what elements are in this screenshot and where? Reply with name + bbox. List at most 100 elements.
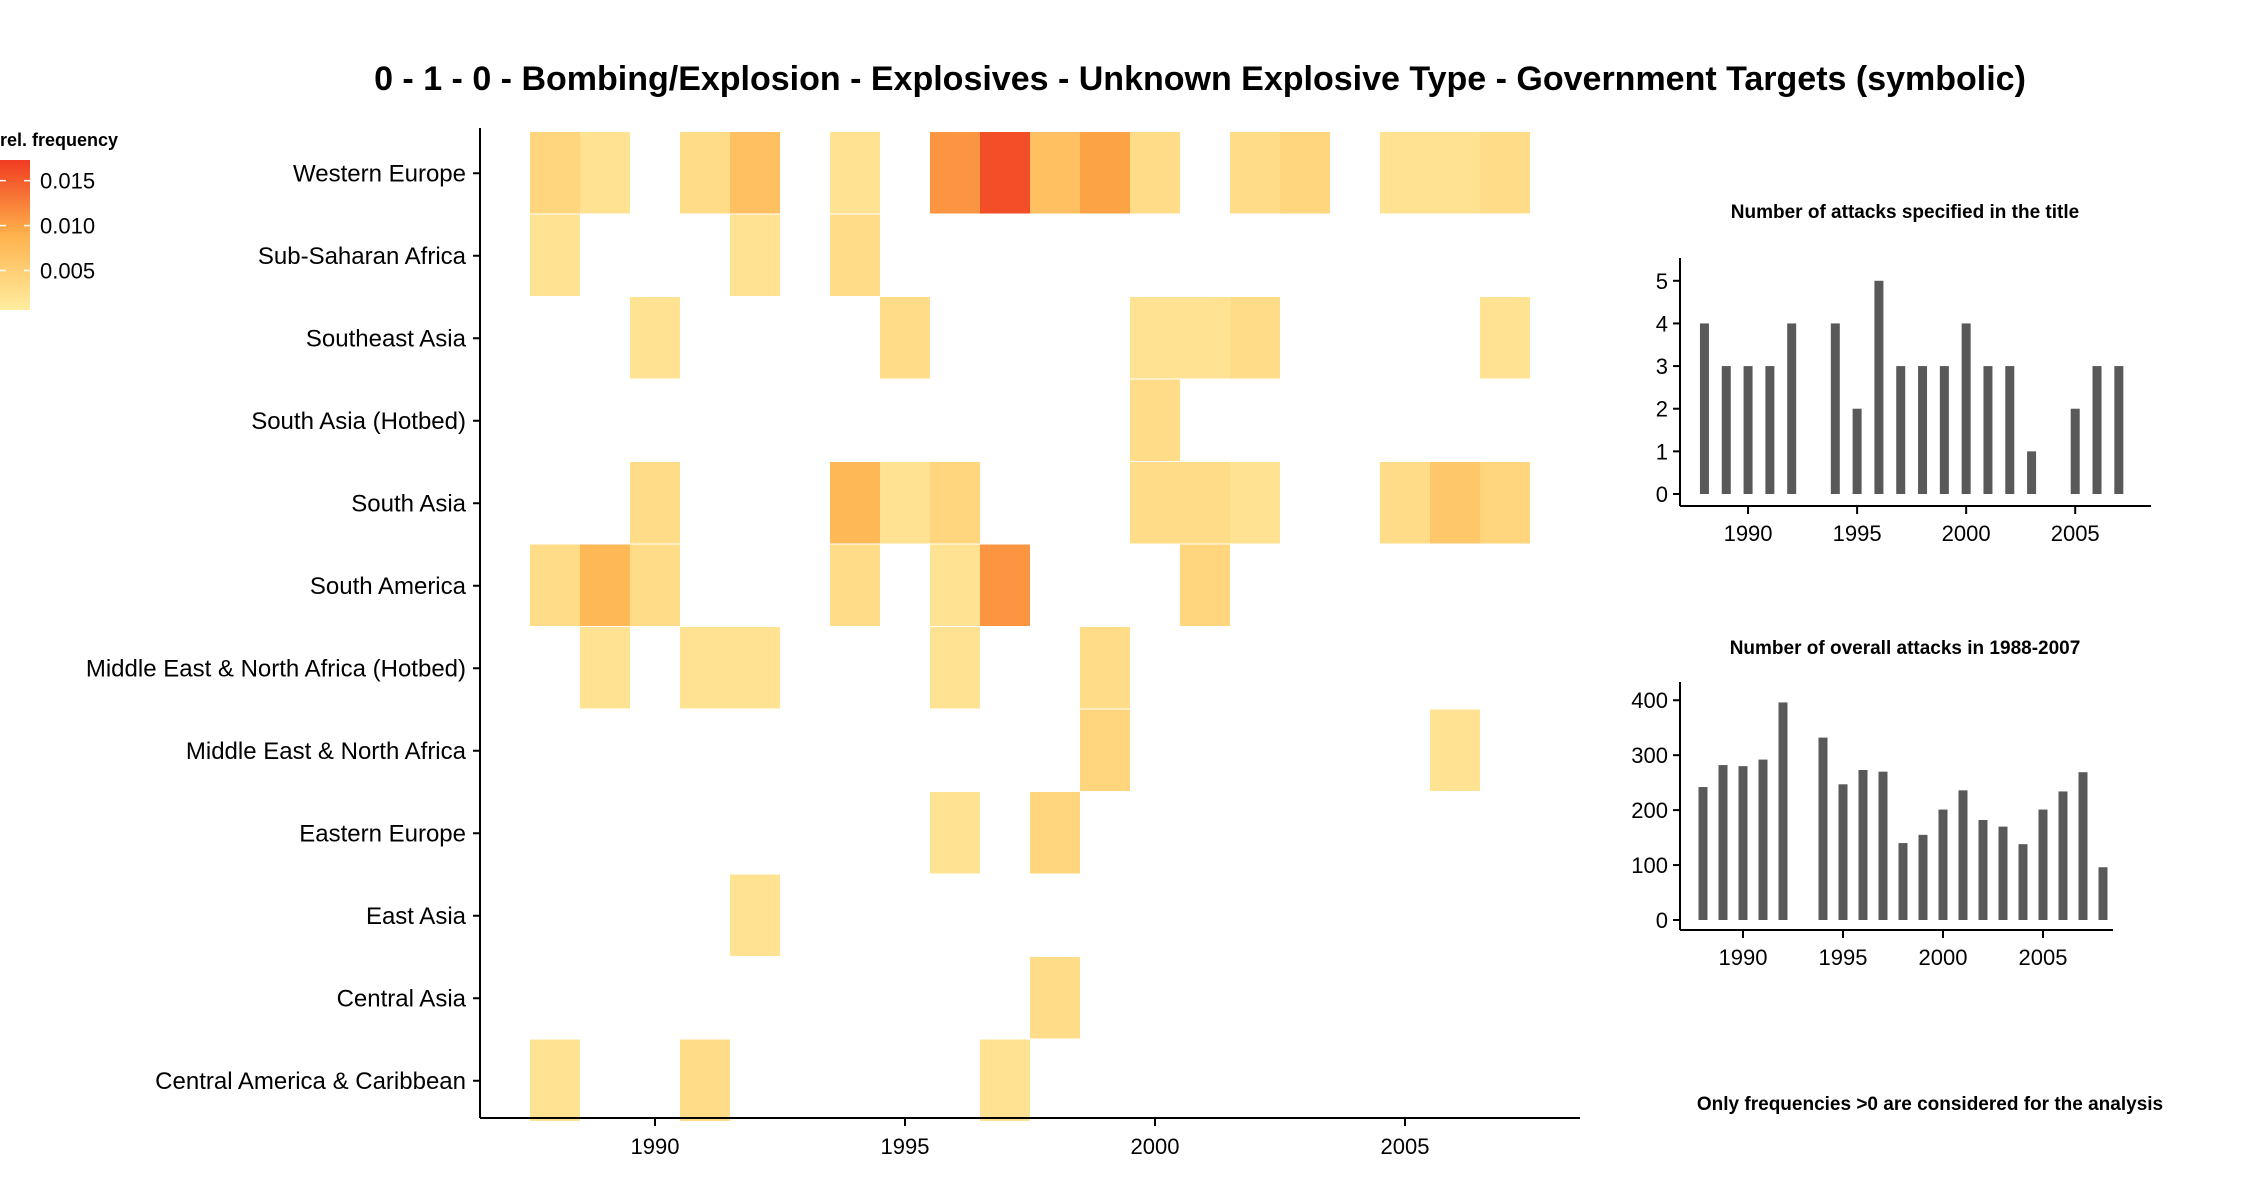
heatmap-cell <box>1480 132 1530 214</box>
heatmap-cell <box>1080 709 1130 791</box>
bar-x-tick-label: 2000 <box>1919 945 1968 970</box>
heatmap-cell <box>1030 792 1080 874</box>
heatmap-cell <box>630 544 680 626</box>
heatmap-cell <box>630 462 680 544</box>
bar-x-tick-label: 2005 <box>2051 521 2100 546</box>
heatmap-cell <box>830 544 880 626</box>
heatmap-row-label: Middle East & North Africa (Hotbed) <box>86 655 466 682</box>
bar <box>1765 366 1775 494</box>
heatmap-cell <box>830 132 880 214</box>
bar-y-tick-label: 300 <box>1631 743 1668 768</box>
bar <box>2005 366 2015 494</box>
heatmap-cell <box>930 544 980 626</box>
heatmap-cell <box>580 544 630 626</box>
bar-x-tick-label: 1995 <box>1819 945 1868 970</box>
bar <box>1738 766 1748 920</box>
bar <box>1718 765 1728 920</box>
bar-x-tick-label: 1990 <box>1719 945 1768 970</box>
heatmap-cell <box>980 132 1030 214</box>
heatmap-row-label: Southeast Asia <box>306 325 467 352</box>
bar <box>1830 323 1840 494</box>
bar <box>2078 772 2088 920</box>
heatmap-cell <box>930 132 980 214</box>
heatmap-cell <box>1130 132 1180 214</box>
heatmap-cell <box>1430 709 1480 791</box>
heatmap-cell <box>830 462 880 544</box>
heatmap-cell <box>1130 462 1180 544</box>
heatmap-cell <box>880 297 930 379</box>
heatmap-cell <box>730 627 780 709</box>
bar <box>1896 366 1906 494</box>
chart-title: 0 - 1 - 0 - Bombing/Explosion - Explosiv… <box>374 60 2026 98</box>
color-legend: rel. frequency 0.015 0.010 0.005 <box>0 130 118 310</box>
heatmap-cell <box>530 544 580 626</box>
bar <box>2038 809 2048 920</box>
heatmap-cell <box>930 462 980 544</box>
bar-x-tick-label: 1990 <box>1724 521 1773 546</box>
bar <box>1838 784 1848 920</box>
legend-tick-label: 0.015 <box>40 169 95 194</box>
bar <box>1874 280 1884 494</box>
heatmap-x-tick-label: 1990 <box>631 1134 680 1159</box>
heatmap-cell <box>1130 379 1180 461</box>
bar <box>2018 844 2028 920</box>
heatmap-cell <box>1430 132 1480 214</box>
heatmap-row-label: East Asia <box>366 903 467 930</box>
heatmap-cell <box>1030 132 1080 214</box>
bar <box>2058 791 2068 920</box>
bar <box>1998 826 2008 920</box>
heatmap-cell <box>980 544 1030 626</box>
bar-chart-overall-attacks: Number of overall attacks in 1988-2007 0 1… <box>1631 638 2113 970</box>
heatmap-cell <box>1230 132 1280 214</box>
heatmap-row-label: South America <box>310 573 467 600</box>
bar <box>1878 771 1888 920</box>
heatmap-row-label: Eastern Europe <box>299 820 466 847</box>
heatmap-cell <box>1430 462 1480 544</box>
heatmap-cell <box>730 874 780 956</box>
bar <box>1958 790 1968 920</box>
bar <box>1938 809 1948 920</box>
heatmap-cell <box>730 132 780 214</box>
bar-y-tick-label: 100 <box>1631 853 1668 878</box>
heatmap-cell <box>730 214 780 296</box>
bar-y-tick-label: 0 <box>1656 482 1668 507</box>
heatmap-cell <box>1230 462 1280 544</box>
bar-x-tick-label: 2005 <box>2019 945 2068 970</box>
heatmap-cell <box>630 297 680 379</box>
heatmap-cell <box>1180 462 1230 544</box>
bar-y-tick-label: 5 <box>1656 269 1668 294</box>
heatmap-row-label: Sub-Saharan Africa <box>258 243 467 270</box>
heatmap-cell <box>680 132 730 214</box>
heatmap-x-tick-label: 2000 <box>1131 1134 1180 1159</box>
heatmap-row-label: South Asia (Hotbed) <box>251 408 466 435</box>
bar <box>1961 323 1971 494</box>
bar-x-tick-label: 2000 <box>1942 521 1991 546</box>
heatmap-row-label: Western Europe <box>293 160 466 187</box>
bar <box>1743 366 1753 494</box>
heatmap-cell <box>1080 627 1130 709</box>
bar-y-tick-label: 2 <box>1656 397 1668 422</box>
bar <box>2092 366 2102 494</box>
bar <box>2070 408 2080 494</box>
bar <box>2114 366 2124 494</box>
bar <box>1939 366 1949 494</box>
bar-y-tick-label: 0 <box>1656 908 1668 933</box>
bar <box>1918 834 1928 920</box>
heatmap-cell <box>580 132 630 214</box>
heatmap-cell <box>1230 297 1280 379</box>
heatmap-row-label: Middle East & North Africa <box>186 738 467 765</box>
bar-chart-title: Number of attacks specified in the title <box>1731 202 2079 223</box>
heatmap-cell <box>680 627 730 709</box>
heatmap-x-tick-label: 2005 <box>1381 1134 1430 1159</box>
heatmap-cell <box>680 1039 730 1121</box>
heatmap-cell <box>1180 297 1230 379</box>
heatmap-cell <box>530 132 580 214</box>
heatmap-cell <box>930 627 980 709</box>
bar <box>1721 366 1731 494</box>
bar <box>1983 366 1993 494</box>
bar-y-tick-label: 1 <box>1656 439 1668 464</box>
legend-tick-label: 0.010 <box>40 214 95 239</box>
heatmap-cell <box>1380 462 1430 544</box>
heatmap-cell <box>1130 297 1180 379</box>
